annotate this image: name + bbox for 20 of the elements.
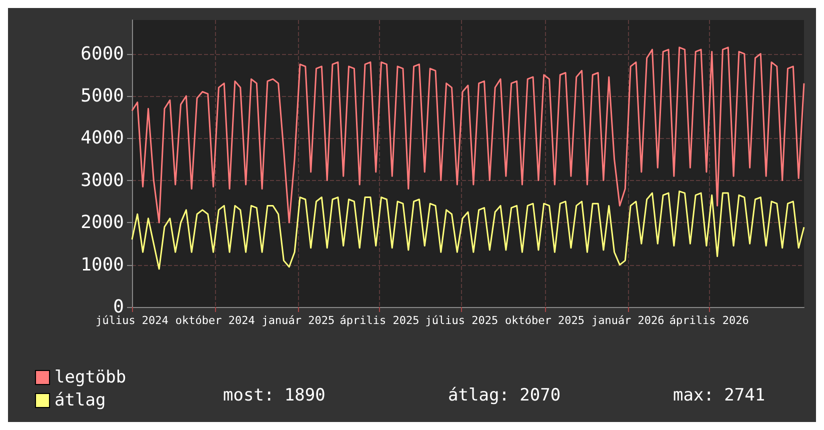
y-tick-label: 5000	[80, 85, 124, 106]
y-tick-label: 2000	[80, 212, 124, 234]
x-tick-label: október 2025	[505, 314, 585, 327]
x-tick-label: április 2026	[669, 314, 749, 327]
line-series	[131, 46, 805, 224]
x-tick-label: július 2025	[425, 314, 498, 327]
text: most: 1890	[223, 386, 326, 406]
text: max: 2741	[673, 386, 766, 406]
x-tick-label: január 2025	[262, 314, 335, 327]
x-tick-label: április 2025	[340, 314, 420, 327]
legend-label: legtöbb	[54, 368, 126, 388]
y-tick-label: 4000	[80, 128, 124, 149]
line-series	[131, 190, 805, 270]
y-tick-label: 3000	[80, 170, 124, 191]
y-tick-label: 6000	[80, 43, 124, 64]
y-tick-label: 1000	[80, 254, 124, 276]
x-tick-label: január 2026	[591, 314, 664, 327]
legend-label: átlag	[54, 390, 106, 410]
text: átlag: 2070	[448, 386, 561, 406]
x-tick-label: október 2024	[175, 314, 256, 327]
